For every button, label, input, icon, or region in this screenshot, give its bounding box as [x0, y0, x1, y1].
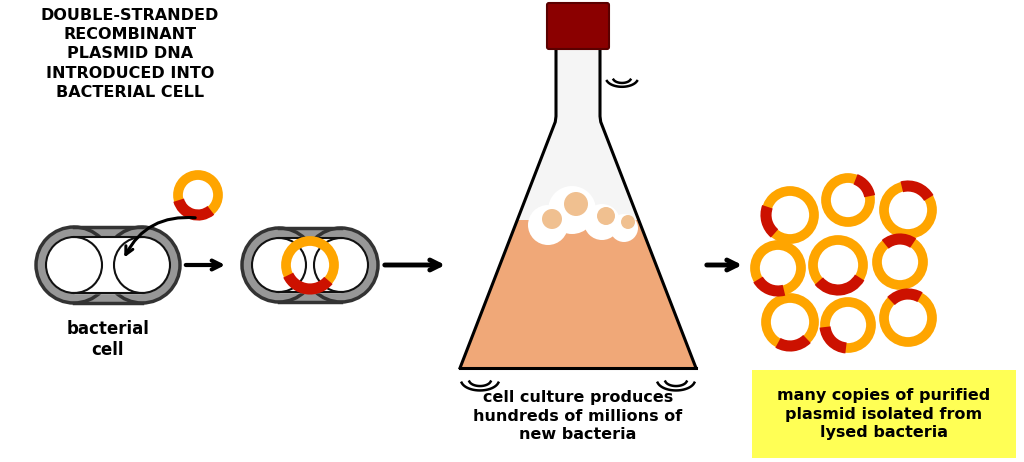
- Circle shape: [528, 205, 568, 245]
- Circle shape: [104, 227, 180, 303]
- FancyBboxPatch shape: [547, 3, 609, 49]
- Text: many copies of purified
plasmid isolated from
lysed bacteria: many copies of purified plasmid isolated…: [777, 388, 990, 440]
- Bar: [74, 227, 142, 303]
- Circle shape: [610, 214, 638, 242]
- Circle shape: [621, 215, 635, 229]
- Text: DOUBLE-STRANDED
RECOMBINANT
PLASMID DNA
INTRODUCED INTO
BACTERIAL CELL: DOUBLE-STRANDED RECOMBINANT PLASMID DNA …: [41, 8, 219, 100]
- Polygon shape: [460, 220, 696, 368]
- Bar: [279, 238, 341, 292]
- Circle shape: [597, 207, 615, 225]
- Text: bacterial
cell: bacterial cell: [67, 320, 150, 359]
- Circle shape: [252, 238, 306, 292]
- Circle shape: [584, 204, 620, 240]
- Bar: [279, 228, 341, 302]
- Text: cell culture produces
hundreds of millions of
new bacteria: cell culture produces hundreds of millio…: [473, 390, 683, 442]
- FancyBboxPatch shape: [752, 370, 1016, 458]
- Bar: [74, 237, 142, 293]
- Circle shape: [548, 186, 596, 234]
- Circle shape: [114, 237, 170, 293]
- Circle shape: [36, 227, 112, 303]
- Circle shape: [314, 238, 368, 292]
- Circle shape: [304, 228, 378, 302]
- Circle shape: [46, 237, 102, 293]
- Polygon shape: [460, 38, 696, 368]
- Circle shape: [542, 209, 562, 229]
- Circle shape: [564, 192, 588, 216]
- Circle shape: [242, 228, 316, 302]
